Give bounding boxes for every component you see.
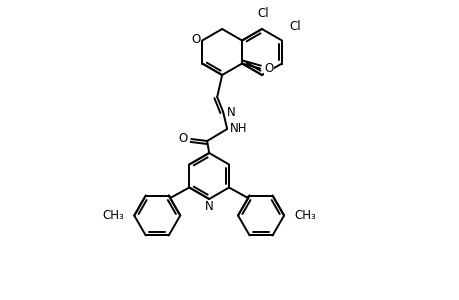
Text: CH₃: CH₃	[293, 209, 315, 222]
Text: CH₃: CH₃	[102, 209, 124, 222]
Text: Cl: Cl	[257, 7, 268, 20]
Text: O: O	[264, 62, 273, 75]
Text: N: N	[204, 200, 213, 214]
Text: Cl: Cl	[288, 20, 300, 34]
Text: N: N	[226, 106, 235, 119]
Text: NH: NH	[229, 122, 246, 136]
Text: O: O	[178, 131, 187, 145]
Text: O: O	[191, 33, 201, 46]
